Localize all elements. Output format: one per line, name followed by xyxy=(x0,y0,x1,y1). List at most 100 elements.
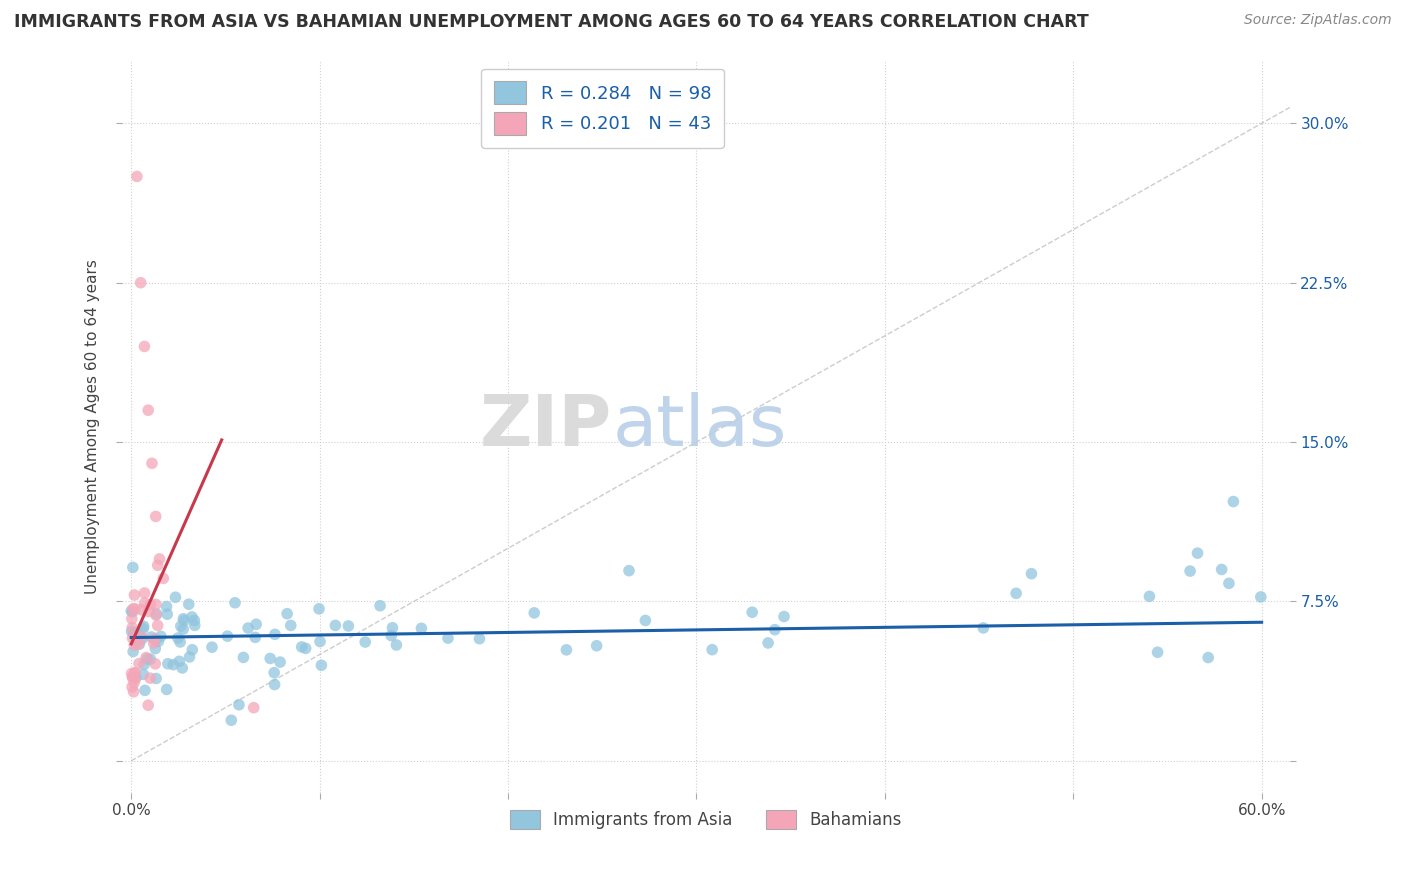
Point xyxy=(129,603,152,617)
Point xyxy=(325,618,347,632)
Point xyxy=(263,677,285,691)
Point xyxy=(121,631,143,645)
Point xyxy=(145,672,167,686)
Point xyxy=(155,599,177,614)
Point xyxy=(125,671,148,685)
Point xyxy=(172,612,194,626)
Point xyxy=(167,631,190,645)
Point xyxy=(162,657,184,672)
Point xyxy=(308,602,330,616)
Point xyxy=(245,617,267,632)
Point xyxy=(173,614,195,628)
Point xyxy=(1021,566,1043,581)
Point xyxy=(124,638,146,652)
Point xyxy=(134,339,156,353)
Point xyxy=(122,644,145,658)
Point xyxy=(128,657,150,671)
Point xyxy=(145,598,167,612)
Point xyxy=(136,698,159,713)
Point xyxy=(167,654,190,668)
Point xyxy=(131,630,153,644)
Point xyxy=(291,640,314,654)
Point xyxy=(132,657,155,672)
Point xyxy=(146,558,169,573)
Point xyxy=(242,700,264,714)
Text: atlas: atlas xyxy=(613,392,787,460)
Point xyxy=(145,607,167,621)
Point xyxy=(131,632,153,646)
Point xyxy=(224,596,246,610)
Point xyxy=(124,588,146,602)
Point xyxy=(124,671,146,685)
Point xyxy=(138,604,160,618)
Point xyxy=(1197,650,1219,665)
Point xyxy=(122,627,145,641)
Point xyxy=(143,641,166,656)
Point xyxy=(269,655,291,669)
Point xyxy=(337,619,360,633)
Point xyxy=(1218,576,1240,591)
Point xyxy=(236,621,259,635)
Point xyxy=(1250,590,1272,604)
Point xyxy=(763,623,786,637)
Point xyxy=(121,560,143,574)
Point xyxy=(122,685,145,699)
Point xyxy=(132,667,155,681)
Point xyxy=(145,509,167,524)
Point xyxy=(139,598,162,612)
Point xyxy=(165,591,187,605)
Point xyxy=(756,636,779,650)
Point xyxy=(177,597,200,611)
Point xyxy=(152,571,174,585)
Point xyxy=(121,621,143,635)
Point xyxy=(122,675,145,690)
Point xyxy=(124,602,146,616)
Point xyxy=(411,621,433,635)
Point xyxy=(276,607,298,621)
Point xyxy=(143,632,166,647)
Point xyxy=(120,604,142,618)
Point xyxy=(294,641,316,656)
Point xyxy=(741,605,763,619)
Point xyxy=(121,605,143,619)
Point xyxy=(1005,586,1028,600)
Y-axis label: Unemployment Among Ages 60 to 64 years: Unemployment Among Ages 60 to 64 years xyxy=(86,259,100,593)
Point xyxy=(245,631,267,645)
Point xyxy=(156,682,179,697)
Point xyxy=(149,629,172,643)
Point xyxy=(555,643,578,657)
Point xyxy=(156,607,179,622)
Point xyxy=(136,403,159,417)
Point xyxy=(136,652,159,666)
Point xyxy=(128,637,150,651)
Point xyxy=(972,621,994,635)
Point xyxy=(145,608,167,623)
Point xyxy=(311,658,333,673)
Point xyxy=(148,634,170,648)
Point xyxy=(121,680,143,694)
Point xyxy=(125,169,148,184)
Point xyxy=(134,586,156,600)
Point xyxy=(145,632,167,647)
Point xyxy=(128,637,150,651)
Point xyxy=(143,657,166,671)
Point xyxy=(179,649,201,664)
Point xyxy=(1187,546,1209,560)
Point xyxy=(169,635,191,649)
Point xyxy=(380,629,402,643)
Point xyxy=(354,635,377,649)
Point xyxy=(1146,645,1168,659)
Point xyxy=(135,650,157,665)
Point xyxy=(437,631,460,645)
Point xyxy=(228,698,250,712)
Point xyxy=(585,639,607,653)
Point xyxy=(263,665,285,680)
Point xyxy=(124,666,146,681)
Point xyxy=(368,599,391,613)
Point xyxy=(172,622,194,636)
Point xyxy=(184,618,207,632)
Point xyxy=(468,632,491,646)
Point xyxy=(134,683,156,698)
Point xyxy=(132,622,155,636)
Point xyxy=(121,666,143,681)
